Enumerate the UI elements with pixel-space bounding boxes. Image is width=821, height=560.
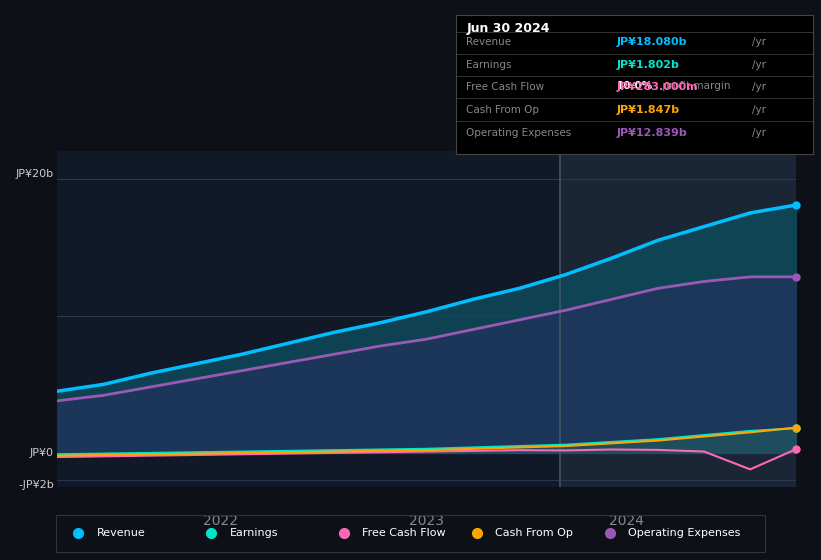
Text: /yr: /yr [752,105,766,115]
Text: Cash From Op: Cash From Op [496,529,573,538]
Text: 2024: 2024 [609,514,644,528]
Text: JP¥283.000m: JP¥283.000m [617,82,698,92]
Text: /yr: /yr [752,128,766,138]
Text: profit margin: profit margin [659,81,731,91]
Text: 2023: 2023 [410,514,444,528]
Text: Jun 30 2024: Jun 30 2024 [466,22,550,35]
Text: Free Cash Flow: Free Cash Flow [363,529,446,538]
Text: Revenue: Revenue [97,529,145,538]
Text: JP¥18.080b: JP¥18.080b [617,36,687,46]
Text: /yr: /yr [752,36,766,46]
Text: Operating Expenses: Operating Expenses [466,128,571,138]
Text: JP¥0: JP¥0 [30,448,54,458]
Text: JP¥1.802b: JP¥1.802b [617,59,679,69]
Text: 2022: 2022 [203,514,237,528]
Text: /yr: /yr [752,59,766,69]
Text: -JP¥2b: -JP¥2b [18,480,54,491]
Text: 10.0%: 10.0% [617,81,653,91]
Text: /yr: /yr [752,82,766,92]
Text: JP¥1.847b: JP¥1.847b [617,105,680,115]
Text: Earnings: Earnings [466,59,511,69]
Text: Operating Expenses: Operating Expenses [629,529,741,538]
Bar [560,151,796,487]
Text: Earnings: Earnings [230,529,278,538]
Text: Revenue: Revenue [466,36,511,46]
Text: Cash From Op: Cash From Op [466,105,539,115]
Text: JP¥12.839b: JP¥12.839b [617,128,687,138]
Text: Free Cash Flow: Free Cash Flow [466,82,544,92]
Text: JP¥20b: JP¥20b [16,169,54,179]
